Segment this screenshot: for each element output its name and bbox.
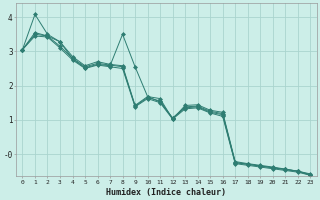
X-axis label: Humidex (Indice chaleur): Humidex (Indice chaleur) bbox=[106, 188, 226, 197]
